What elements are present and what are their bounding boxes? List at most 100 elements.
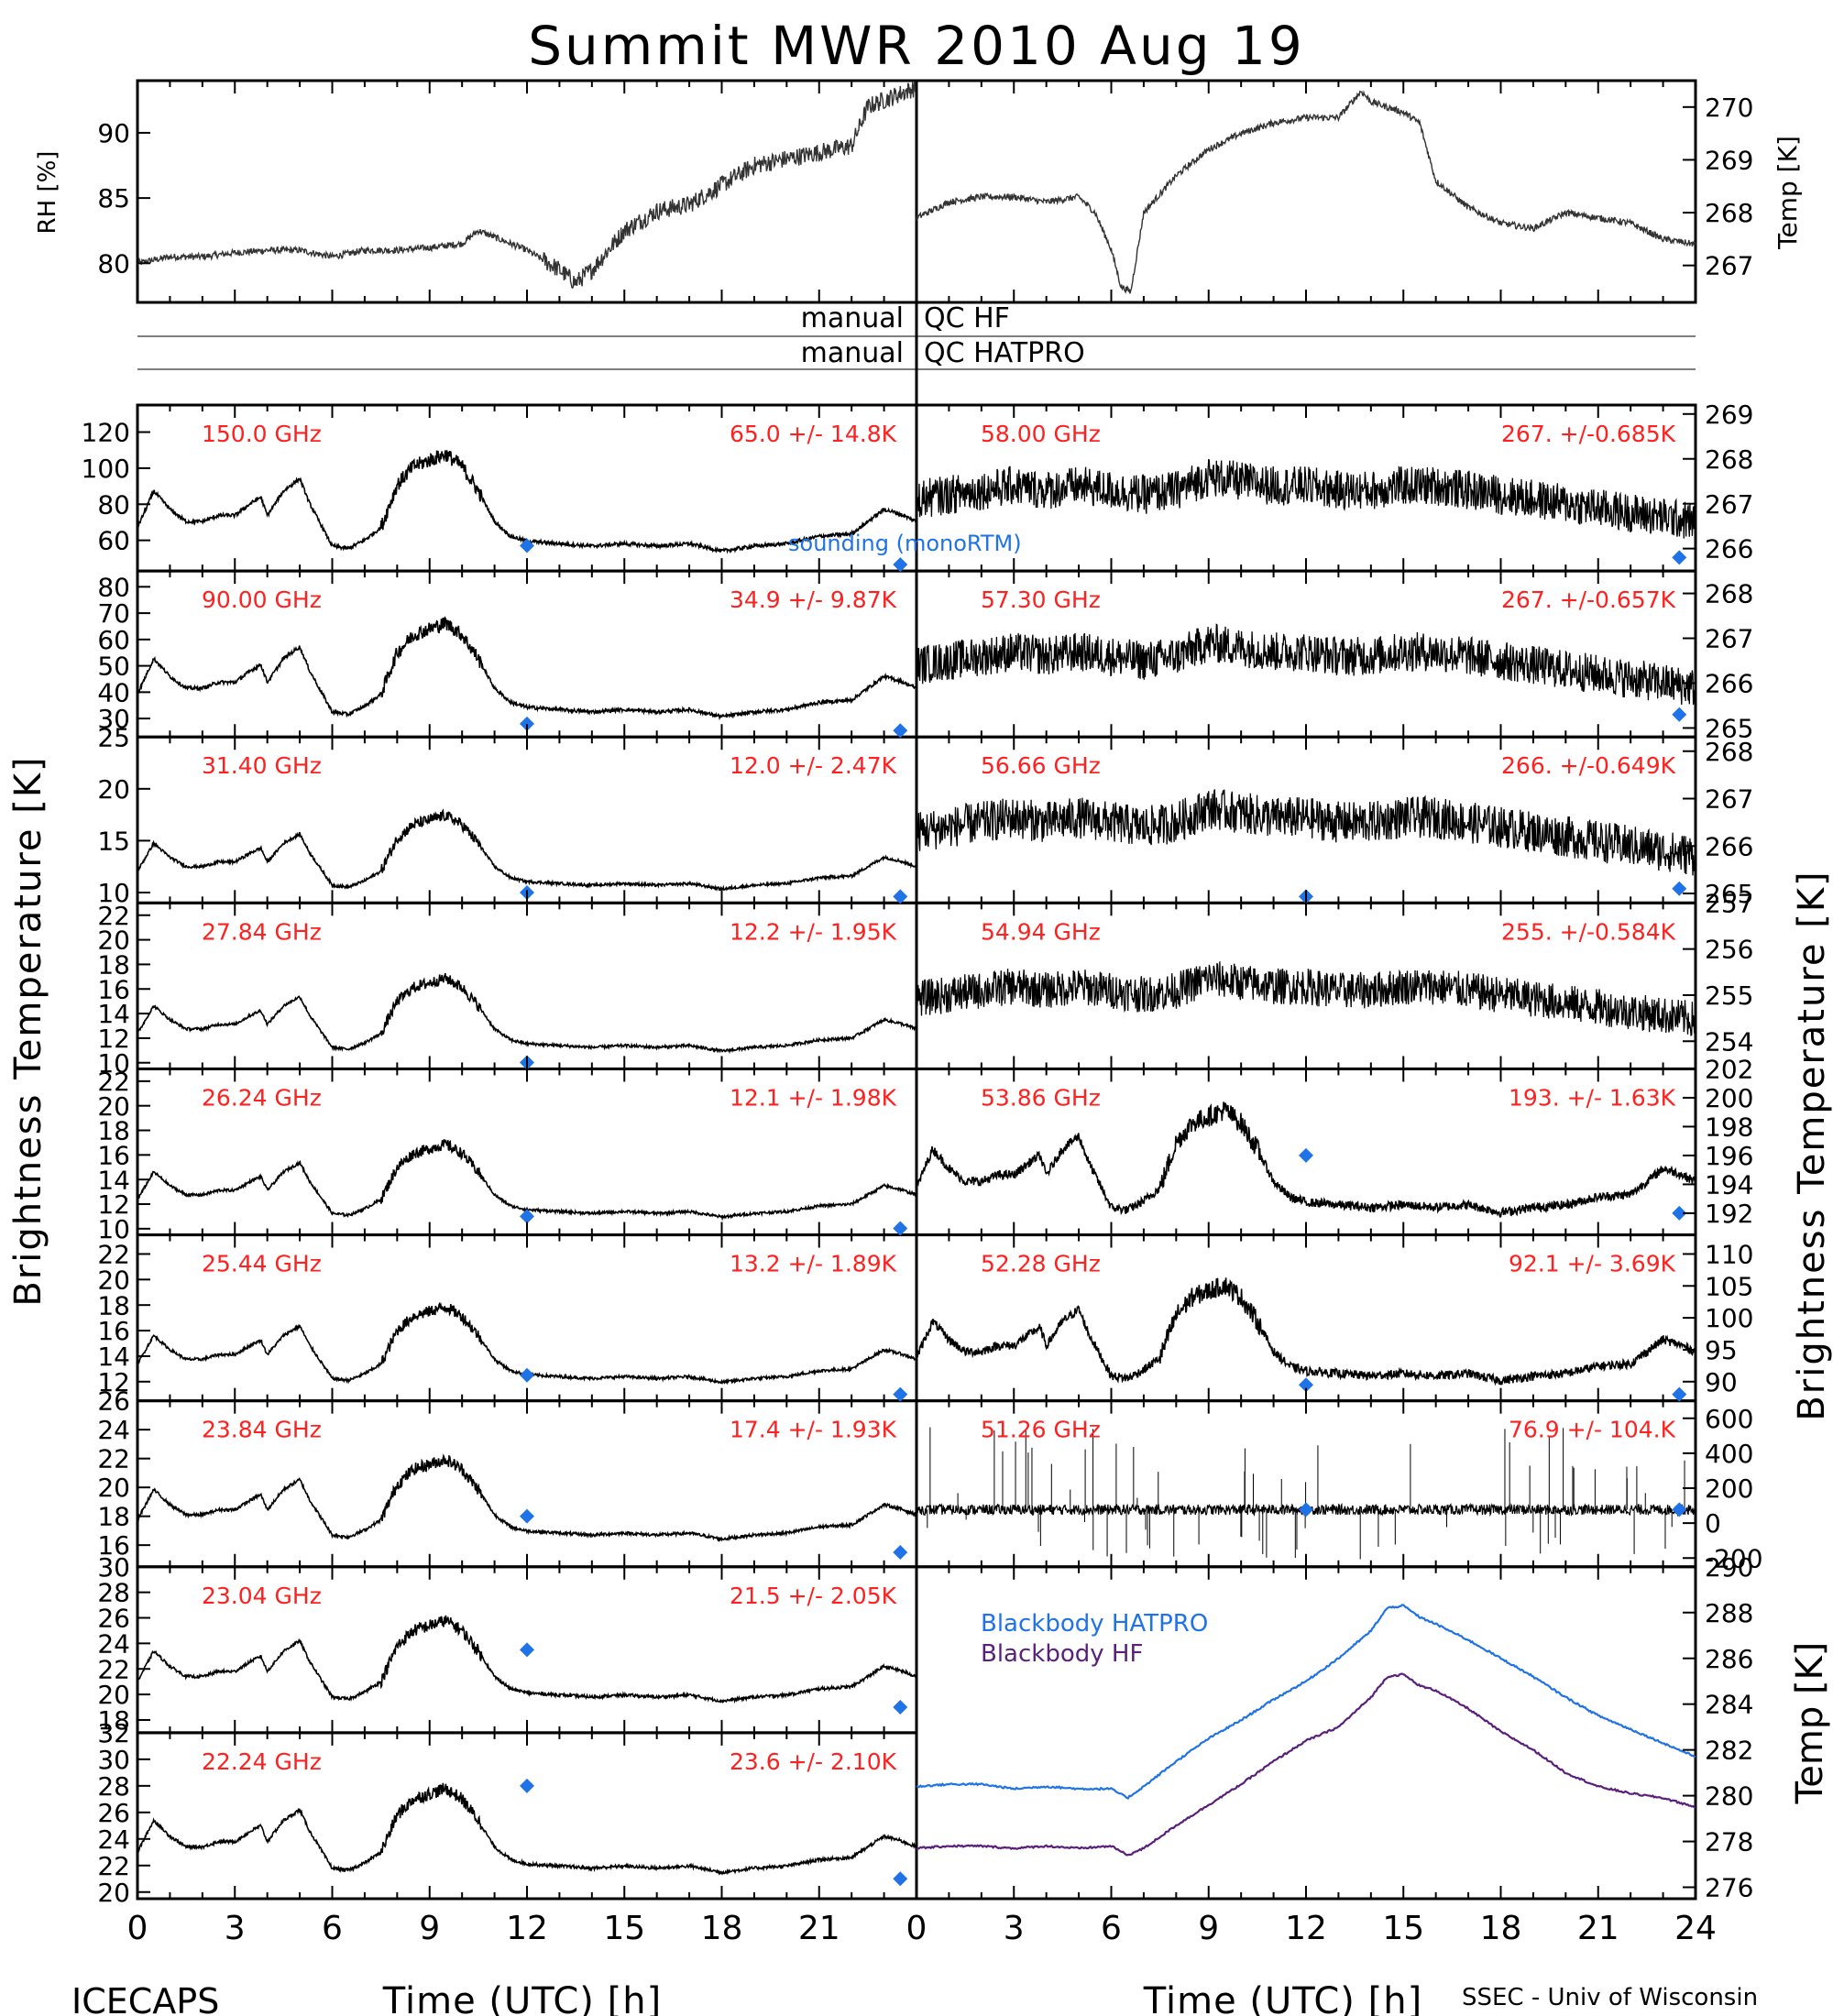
right-panel-6-ytick-label: 110 xyxy=(1705,1240,1753,1270)
left-panel-4-ytick-label: 14 xyxy=(97,999,130,1029)
left-panel-7-ytick-label: 22 xyxy=(97,1444,130,1474)
rh-line xyxy=(137,81,917,290)
blackbody-ytick-label: 278 xyxy=(1705,1827,1753,1857)
left-panel-9-sounding-marker xyxy=(520,1778,534,1793)
right-panel-3-ytick-label: 265 xyxy=(1705,879,1753,909)
left-panel-3-ytick-label: 20 xyxy=(97,774,130,805)
left-xtick-label: 12 xyxy=(506,1910,548,1947)
right-panel-1-stat-label: 267. +/-0.685K xyxy=(1501,421,1676,447)
left-panel-5-stat-label: 12.1 +/- 1.98K xyxy=(730,1084,897,1111)
left-panel-4-ytick-label: 20 xyxy=(97,926,130,956)
right-panel-4-ytick-label: 255 xyxy=(1705,981,1753,1011)
left-panel-2-ytick-label: 70 xyxy=(97,598,130,629)
right-panel-5-stat-label: 193. +/- 1.63K xyxy=(1509,1084,1676,1111)
left-panel-6-ytick-label: 22 xyxy=(97,1240,130,1270)
right-panel-5-ytick-label: 202 xyxy=(1705,1055,1753,1085)
rh-ytick-label: 80 xyxy=(97,248,130,279)
blackbody-ytick-label: 280 xyxy=(1705,1781,1753,1812)
left-xtick-label: 15 xyxy=(603,1910,645,1947)
right-panel-2-ytick-label: 266 xyxy=(1705,669,1753,699)
left-panel-1-sounding-marker xyxy=(520,538,534,553)
left-panel-3-sounding-marker xyxy=(893,889,908,904)
left-panel-3-stat-label: 12.0 +/- 2.47K xyxy=(730,752,897,779)
blackbody-ytick-label: 276 xyxy=(1705,1873,1753,1903)
blackbody-series-1-line xyxy=(916,1604,1696,1800)
right-panel-7-ytick-label: 200 xyxy=(1705,1474,1753,1504)
left-panel-6-ytick-label: 12 xyxy=(97,1367,130,1397)
left-panel-2-ytick-label: 50 xyxy=(97,652,130,682)
left-panel-9-line xyxy=(137,1782,917,1876)
right-xtick-label: 12 xyxy=(1285,1910,1327,1947)
left-panel-9-freq-label: 22.24 GHz xyxy=(202,1748,322,1775)
left-panel-3-ytick-label: 25 xyxy=(97,722,130,752)
right-panel-2-freq-label: 57.30 GHz xyxy=(981,586,1101,613)
left-panel-5-freq-label: 26.24 GHz xyxy=(202,1084,322,1111)
legend-blackbody-hf: Blackbody HF xyxy=(981,1640,1143,1668)
right-panel-3-sounding-marker xyxy=(1672,881,1687,896)
blackbody-ytick-label: 284 xyxy=(1705,1690,1753,1720)
left-panel-5-ytick-label: 18 xyxy=(97,1116,130,1146)
right-panel-4-stat-label: 255. +/-0.584K xyxy=(1501,918,1676,945)
left-panel-3-ytick-label: 15 xyxy=(97,826,130,856)
left-panel-5-ytick-label: 12 xyxy=(97,1189,130,1220)
right-panel-4-line xyxy=(916,961,1696,1037)
left-panel-4-ytick-label: 12 xyxy=(97,1024,130,1054)
right-panel-5-ytick-label: 194 xyxy=(1705,1170,1753,1200)
left-panel-8-sounding-marker xyxy=(520,1642,534,1658)
temp-ytick-label: 270 xyxy=(1705,93,1753,123)
left-panel-4-ytick-label: 16 xyxy=(97,974,130,1004)
left-panel-6-ytick-label: 20 xyxy=(97,1265,130,1295)
left-xtick-label: 9 xyxy=(419,1910,440,1947)
left-panel-2-ytick-label: 40 xyxy=(97,677,130,707)
left-panel-2-ytick-label: 80 xyxy=(97,572,130,602)
left-panel-9-ytick-label: 32 xyxy=(97,1718,130,1748)
left-panel-7-sounding-marker xyxy=(520,1508,534,1524)
left-xtick-label: 6 xyxy=(322,1910,343,1947)
blackbody-ytick-label: 286 xyxy=(1705,1644,1753,1674)
right-panel-2-sounding-marker xyxy=(1672,707,1687,722)
right-panel-1-sounding-marker xyxy=(1672,550,1687,565)
left-panel-6-sounding-marker xyxy=(520,1367,534,1383)
right-panel-6-ytick-label: 90 xyxy=(1705,1367,1738,1397)
temp-ylabel: Temp [K] xyxy=(1773,136,1803,250)
right-panel-3-line xyxy=(916,789,1696,876)
right-panel-7-ytick-label: 400 xyxy=(1705,1439,1753,1469)
right-panel-2-line xyxy=(916,623,1696,706)
left-panel-2-ytick-label: 30 xyxy=(97,704,130,734)
right-panel-3-ytick-label: 266 xyxy=(1705,831,1753,861)
blackbody-ytick-label: 288 xyxy=(1705,1598,1753,1628)
left-panel-7-ytick-label: 16 xyxy=(97,1530,130,1561)
left-panel-6-freq-label: 25.44 GHz xyxy=(202,1251,322,1277)
blackbody-ytick-label: 290 xyxy=(1705,1552,1753,1583)
right-panel-1-ytick-label: 266 xyxy=(1705,534,1753,564)
left-panel-8-ytick-label: 26 xyxy=(97,1604,130,1634)
right-xtick-label: 0 xyxy=(906,1910,927,1947)
right-xtick-label: 3 xyxy=(1004,1910,1025,1947)
temp-panel-frame xyxy=(915,79,1697,304)
left-panel-8-ytick-label: 22 xyxy=(97,1654,130,1684)
left-panel-4-ytick-label: 22 xyxy=(97,901,130,931)
left-panel-7-ytick-label: 26 xyxy=(97,1386,130,1417)
qc-row2-left: manual xyxy=(801,337,904,369)
left-panel-2-stat-label: 34.9 +/- 9.87K xyxy=(730,586,897,613)
right-panel-6-ytick-label: 105 xyxy=(1705,1271,1753,1301)
right-panel-6-sounding-marker xyxy=(1672,1386,1687,1402)
left-panel-1-sounding-marker xyxy=(893,557,908,573)
left-panel-4-ytick-label: 18 xyxy=(97,949,130,980)
left-panel-8-ytick-label: 28 xyxy=(97,1578,130,1608)
left-xtick-label: 21 xyxy=(798,1910,840,1947)
right-panel-4-freq-label: 54.94 GHz xyxy=(981,918,1101,945)
left-panel-9-stat-label: 23.6 +/- 2.10K xyxy=(730,1748,897,1775)
right-panel-7-ytick-label: -200 xyxy=(1705,1543,1763,1573)
right-ylabel: Brightness Temperature [K] xyxy=(1791,870,1833,1420)
right-panel-6-freq-label: 52.28 GHz xyxy=(981,1251,1101,1277)
right-panel-6-stat-label: 92.1 +/- 3.69K xyxy=(1509,1251,1676,1277)
footer-left: ICECAPS xyxy=(71,1981,219,2016)
left-panel-6-ytick-label: 16 xyxy=(97,1316,130,1346)
right-panel-6-sounding-marker xyxy=(1299,1377,1313,1393)
left-panel-9-ytick-label: 22 xyxy=(97,1851,130,1881)
right-xtick-label: 6 xyxy=(1101,1910,1122,1947)
left-panel-1-freq-label: 150.0 GHz xyxy=(202,421,322,447)
left-panel-9-sounding-marker xyxy=(893,1871,908,1887)
right-panel-7-stat-label: 76.9 +/- 104.K xyxy=(1509,1417,1676,1443)
